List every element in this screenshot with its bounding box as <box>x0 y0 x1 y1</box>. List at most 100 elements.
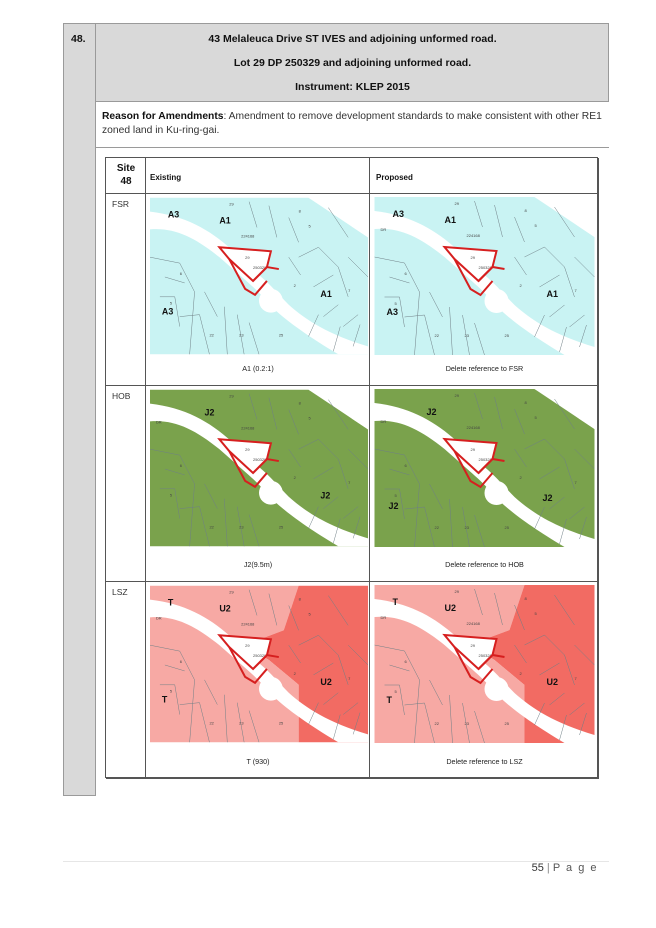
svg-text:5: 5 <box>170 493 173 498</box>
svg-text:T: T <box>162 695 168 705</box>
footer-separator: | <box>546 862 550 874</box>
svg-text:5: 5 <box>309 223 312 228</box>
svg-text:29: 29 <box>455 393 460 398</box>
svg-text:250329: 250329 <box>253 653 267 658</box>
page-footer: 55 | P a g e <box>532 862 598 874</box>
proposed-column-header: Proposed <box>376 173 413 182</box>
row-label-cell <box>106 582 146 779</box>
svg-text:7: 7 <box>575 288 578 293</box>
footer-rule <box>63 861 609 862</box>
svg-text:6: 6 <box>180 659 183 664</box>
proposed-map-cell <box>370 386 599 582</box>
svg-text:6: 6 <box>405 463 408 468</box>
svg-text:DR: DR <box>156 615 162 620</box>
svg-text:23: 23 <box>465 721 470 726</box>
svg-text:224168: 224168 <box>241 233 255 238</box>
existing-caption: J2(9.5m) <box>243 560 273 569</box>
svg-text:6: 6 <box>180 463 183 468</box>
svg-text:5: 5 <box>309 415 312 420</box>
svg-text:5: 5 <box>535 223 538 228</box>
svg-text:U2: U2 <box>445 603 457 613</box>
svg-text:U2: U2 <box>320 677 331 687</box>
svg-text:7: 7 <box>348 288 350 293</box>
svg-text:22: 22 <box>209 332 213 337</box>
svg-text:224168: 224168 <box>467 233 481 238</box>
svg-text:23: 23 <box>239 332 244 337</box>
svg-text:A3: A3 <box>162 307 173 317</box>
svg-text:J2: J2 <box>543 493 553 503</box>
svg-text:22: 22 <box>209 524 213 529</box>
item-header: 43 Melaleuca Drive ST IVES and adjoining… <box>96 24 609 102</box>
svg-text:T: T <box>168 598 174 608</box>
svg-text:5: 5 <box>170 689 173 694</box>
svg-text:7: 7 <box>348 480 350 485</box>
svg-text:23: 23 <box>239 720 244 725</box>
svg-text:A3: A3 <box>387 307 399 317</box>
existing-column-header: Existing <box>150 173 182 182</box>
svg-text:2: 2 <box>294 671 296 676</box>
reason-text: : Amendment to remove development standa… <box>102 111 602 136</box>
svg-text:8: 8 <box>299 597 302 602</box>
svg-text:DR: DR <box>381 419 387 424</box>
svg-text:29: 29 <box>229 202 234 207</box>
content-divider <box>96 147 609 148</box>
svg-text:22: 22 <box>209 720 213 725</box>
page-number: 55 <box>531 862 544 874</box>
svg-text:22: 22 <box>435 721 440 726</box>
svg-text:8: 8 <box>299 401 302 406</box>
proposed-caption: Delete reference to HOB <box>445 560 524 569</box>
svg-text:DR: DR <box>381 227 387 232</box>
existing-map-cell <box>146 194 370 386</box>
proposed-header-cell <box>370 158 599 194</box>
svg-text:224168: 224168 <box>241 621 255 626</box>
svg-text:29: 29 <box>471 447 476 452</box>
svg-text:224168: 224168 <box>467 425 481 430</box>
svg-text:25: 25 <box>279 720 284 725</box>
svg-text:7: 7 <box>575 480 578 485</box>
svg-text:29: 29 <box>245 447 250 452</box>
reason-for-amendments: Reason for Amendments: Amendment to remo… <box>102 110 602 138</box>
header-lot: Lot 29 DP 250329 and adjoining unformed … <box>233 57 472 69</box>
svg-text:22: 22 <box>435 525 440 530</box>
svg-text:6: 6 <box>405 659 408 664</box>
svg-text:23: 23 <box>239 524 244 529</box>
svg-text:6: 6 <box>180 271 183 276</box>
svg-text:J2: J2 <box>427 407 437 417</box>
proposed-caption: Delete reference to FSR <box>445 364 524 373</box>
svg-text:5: 5 <box>535 611 538 616</box>
existing-map-cell <box>146 386 370 582</box>
svg-text:25: 25 <box>505 333 510 338</box>
item-number-column: 48. <box>64 24 96 795</box>
svg-text:250329: 250329 <box>253 265 267 270</box>
proposed-map-cell <box>370 194 599 386</box>
site-header-cell <box>106 158 146 194</box>
svg-text:5: 5 <box>309 611 312 616</box>
svg-text:29: 29 <box>229 394 234 399</box>
svg-text:A1: A1 <box>219 215 230 225</box>
svg-text:23: 23 <box>465 525 470 530</box>
svg-text:22: 22 <box>435 333 440 338</box>
svg-text:25: 25 <box>505 525 510 530</box>
svg-text:29: 29 <box>471 643 476 648</box>
svg-text:5: 5 <box>395 493 398 498</box>
svg-text:29: 29 <box>455 201 460 206</box>
site-number: 48 <box>120 176 132 187</box>
svg-text:J2: J2 <box>389 501 399 511</box>
row-label-hob: HOB <box>112 391 131 401</box>
header-instrument: Instrument: KLEP 2015 <box>295 81 410 93</box>
item-number: 48. <box>71 33 86 45</box>
svg-text:5: 5 <box>395 689 398 694</box>
svg-text:224168: 224168 <box>241 425 255 430</box>
svg-text:23: 23 <box>465 333 470 338</box>
page-word: P a g e <box>552 862 598 874</box>
svg-text:250329: 250329 <box>479 653 493 658</box>
svg-text:A1: A1 <box>320 289 331 299</box>
svg-text:29: 29 <box>245 643 250 648</box>
svg-text:8: 8 <box>525 596 528 601</box>
svg-text:250329: 250329 <box>479 457 493 462</box>
row-label-cell <box>106 194 146 386</box>
